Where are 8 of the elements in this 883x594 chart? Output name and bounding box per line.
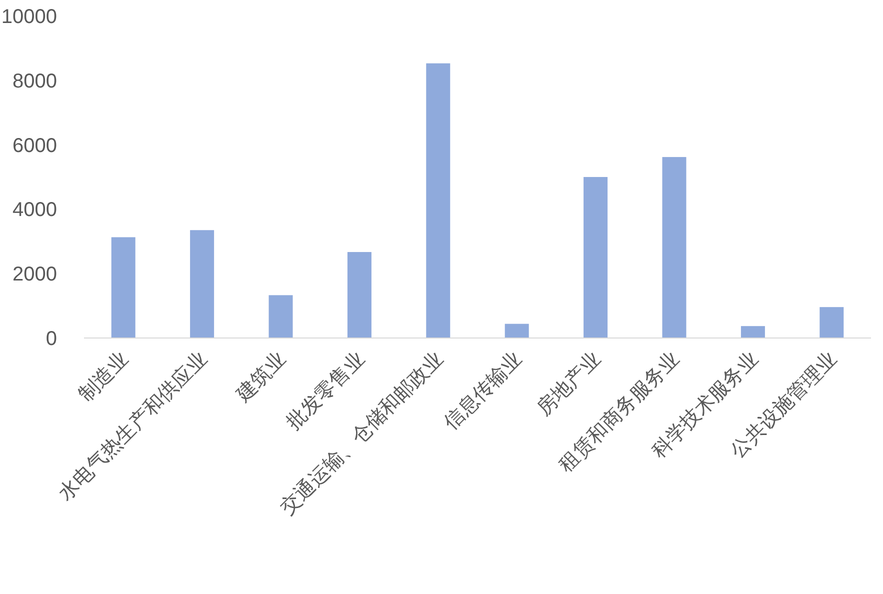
y-tick-label: 0	[46, 328, 57, 350]
y-tick-label: 2000	[12, 264, 57, 286]
x-tick-label: 制造业	[73, 346, 133, 406]
y-tick-label: 10000	[1, 6, 57, 28]
y-tick-label: 4000	[12, 199, 57, 222]
y-tick-label: 8000	[12, 70, 57, 92]
x-tick-label: 建筑业	[230, 346, 290, 407]
y-tick-label: 6000	[12, 134, 57, 157]
